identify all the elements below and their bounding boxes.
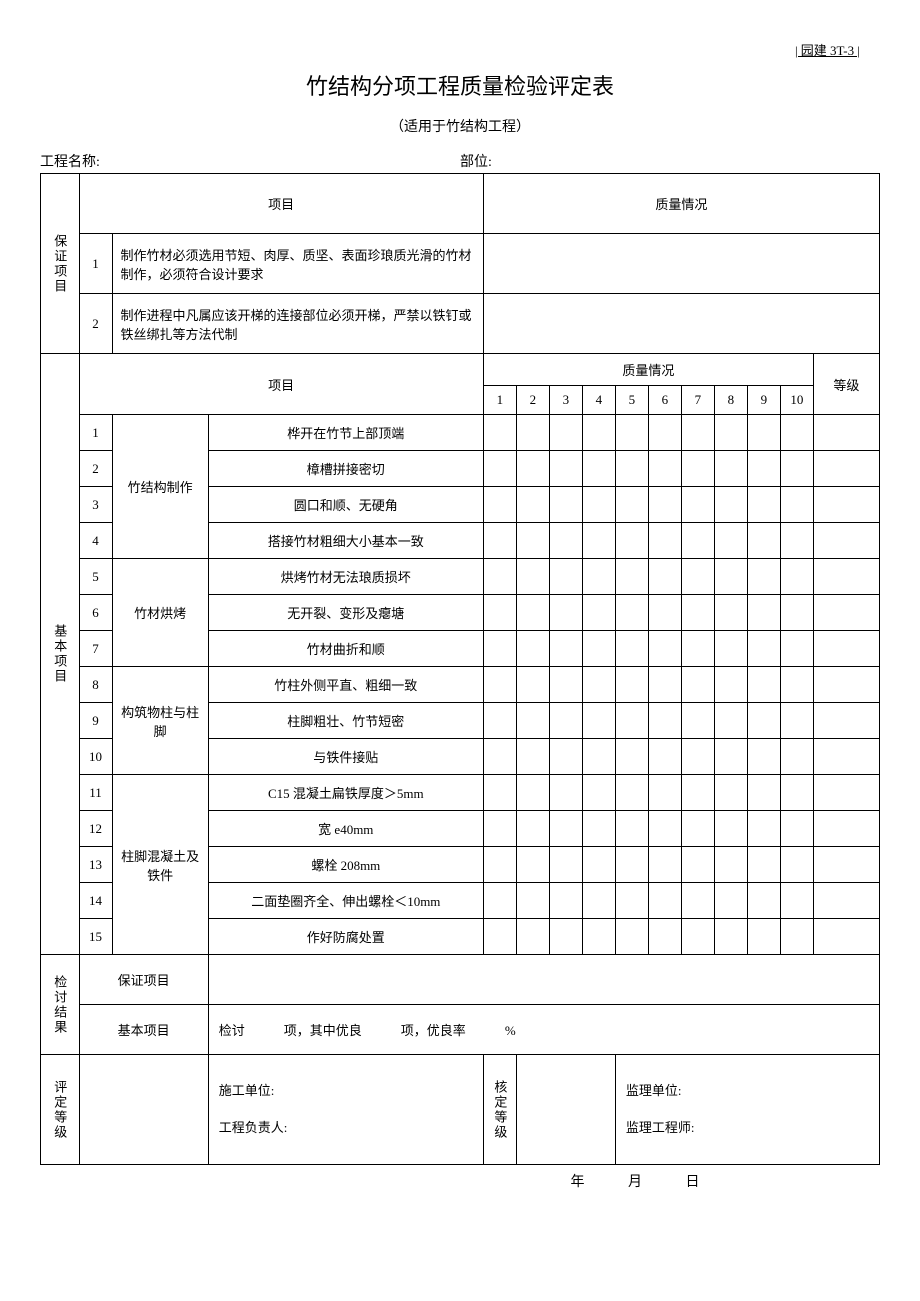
b9-num: 9 [79,703,112,739]
g1-quality [483,234,879,294]
guarantee-header-row: 保证项目 项目 质量情况 [41,174,880,234]
review-basic-cell: 检讨 项，其中优良 项，优良率 % [208,1005,879,1055]
project-label: 工程名称: [40,155,100,170]
g2-num: 2 [79,294,112,354]
guarantee-row-2: 2 制作进程中凡属应该开梯的连接部位必须开梯，严禁以铁钉或铁丝绑扎等方法代制 [41,294,880,354]
item-header: 项目 [79,174,483,234]
guarantee-row-1: 1 制作竹材必须选用节短、肉厚、质坚、表面珍琅质光滑的竹材制作，必须符合设计要求 [41,234,880,294]
footer-date: 年 月 日 [40,1171,880,1191]
review-guarantee-cell [208,955,879,1005]
b12-text: 宽 e40mm [208,811,483,847]
qc-1: 1 [483,386,516,415]
qc-8: 8 [714,386,747,415]
group-2-label: 竹材烘烤 [112,559,208,667]
qc-6: 6 [648,386,681,415]
review-basic-label: 基本项目 [79,1005,208,1055]
table-row: 5 竹材烘烤 烘烤竹材无法琅质损坏 [41,559,880,595]
group-3-label: 构筑物柱与柱脚 [112,667,208,775]
review-t4: % [505,1023,516,1038]
g1-num: 1 [79,234,112,294]
qc-2: 2 [516,386,549,415]
supervise-unit-label: 监理单位: [626,1083,682,1098]
b14-num: 14 [79,883,112,919]
review-row-1: 检讨结果 保证项目 [41,955,880,1005]
unit-label: 部位: [460,155,492,170]
group-1-label: 竹结构制作 [112,415,208,559]
b11-text: C15 混凝土扁铁厚度＞5mm [208,775,483,811]
g2-quality [483,294,879,354]
grade-header: 等级 [813,354,879,415]
review-section-label: 检讨结果 [41,955,80,1055]
doc-code: | 园建 3T-3 | [40,40,880,59]
grade-blank [79,1055,208,1165]
b3-text: 圆口和顺、无硬角 [208,487,483,523]
b1-text: 桦开在竹节上部顶端 [208,415,483,451]
b4-text: 搭接竹材粗细大小基本一致 [208,523,483,559]
b13-text: 螺栓 208mm [208,847,483,883]
table-row: 8 构筑物柱与柱脚 竹柱外侧平直、粗细一致 [41,667,880,703]
qc-10: 10 [780,386,813,415]
qc-9: 9 [747,386,780,415]
qc-4: 4 [582,386,615,415]
supervise-engineer-label: 监理工程师: [626,1120,695,1135]
page-title: 竹结构分项工程质量检验评定表 [40,69,880,101]
b6-text: 无开裂、变形及瘪塘 [208,595,483,631]
review-t1: 检讨 [219,1023,245,1038]
guarantee-section-label: 保证项目 [41,174,80,354]
check-grade-blank [516,1055,615,1165]
b5-text: 烘烤竹材无法琅质损坏 [208,559,483,595]
b8-num: 8 [79,667,112,703]
b9-text: 柱脚粗壮、竹节短密 [208,703,483,739]
supervise-cell: 监理单位: 监理工程师: [615,1055,879,1165]
qc-3: 3 [549,386,582,415]
construct-cell: 施工单位: 工程负责人: [208,1055,483,1165]
review-t3: 项，优良率 [401,1023,466,1038]
review-t2: 项，其中优良 [284,1023,362,1038]
header-row: 工程名称: 部位: [40,151,880,171]
b6-num: 6 [79,595,112,631]
basic-section-label: 基本项目 [41,354,80,955]
basic-header-row-1: 基本项目 项目 质量情况 等级 [41,354,880,386]
b15-num: 15 [79,919,112,955]
b1-num: 1 [79,415,112,451]
review-guarantee-label: 保证项目 [79,955,208,1005]
b2-text: 樟槽拼接密切 [208,451,483,487]
group-4-label: 柱脚混凝土及铁件 [112,775,208,955]
quality-header: 质量情况 [483,174,879,234]
table-row: 11 柱脚混凝土及铁件 C15 混凝土扁铁厚度＞5mm [41,775,880,811]
b10-text: 与铁件接贴 [208,739,483,775]
grade-row: 评定等级 施工单位: 工程负责人: 核定等级 监理单位: 监理工程师: [41,1055,880,1165]
b2-num: 2 [79,451,112,487]
project-leader-label: 工程负责人: [219,1120,288,1135]
b13-num: 13 [79,847,112,883]
b7-num: 7 [79,631,112,667]
g2-text: 制作进程中凡属应该开梯的连接部位必须开梯，严禁以铁钉或铁丝绑扎等方法代制 [112,294,483,354]
g1-text: 制作竹材必须选用节短、肉厚、质坚、表面珍琅质光滑的竹材制作，必须符合设计要求 [112,234,483,294]
b12-num: 12 [79,811,112,847]
b15-text: 作好防腐处置 [208,919,483,955]
b14-text: 二面垫圈齐全、伸出螺栓＜10mm [208,883,483,919]
construct-unit-label: 施工单位: [219,1083,275,1098]
b3-num: 3 [79,487,112,523]
grade-section-label: 评定等级 [41,1055,80,1165]
qc-7: 7 [681,386,714,415]
b7-text: 竹材曲折和顺 [208,631,483,667]
qc-5: 5 [615,386,648,415]
b4-num: 4 [79,523,112,559]
check-grade-section-label: 核定等级 [483,1055,516,1165]
main-table: 保证项目 项目 质量情况 1 制作竹材必须选用节短、肉厚、质坚、表面珍琅质光滑的… [40,173,880,1165]
b8-text: 竹柱外侧平直、粗细一致 [208,667,483,703]
basic-quality-header: 质量情况 [483,354,813,386]
review-row-2: 基本项目 检讨 项，其中优良 项，优良率 % [41,1005,880,1055]
b10-num: 10 [79,739,112,775]
basic-item-header: 项目 [79,354,483,415]
subtitle: （适用于竹结构工程） [40,116,880,136]
b11-num: 11 [79,775,112,811]
b5-num: 5 [79,559,112,595]
table-row: 1 竹结构制作 桦开在竹节上部顶端 [41,415,880,451]
